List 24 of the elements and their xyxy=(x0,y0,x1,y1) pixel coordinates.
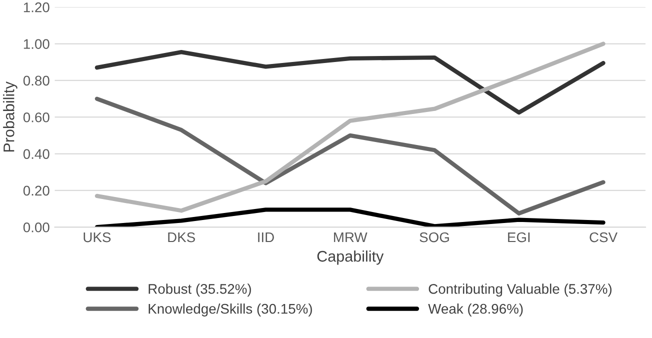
legend-label: Weak (28.96%) xyxy=(428,304,523,316)
legend-label: Robust (35.52%) xyxy=(148,284,251,297)
x-axis-title: Capability xyxy=(317,250,384,265)
x-tick-label: IID xyxy=(258,232,274,242)
x-tick-label: MRW xyxy=(334,232,368,242)
x-tick-label: UKS xyxy=(84,232,111,242)
y-axis-title: Probability xyxy=(3,81,18,152)
x-tick-label: EGI xyxy=(508,232,530,242)
line-series xyxy=(94,42,606,213)
y-tick-label: 0.40 xyxy=(23,149,50,159)
x-tick-label: SOG xyxy=(420,232,449,242)
x-tick-label: DKS xyxy=(168,232,195,242)
legend-label: Contributing Valuable (5.37%) xyxy=(428,284,612,297)
y-tick-label: 0.20 xyxy=(23,186,50,196)
y-tick-label: 0.60 xyxy=(23,112,50,122)
y-tick-label: 1.00 xyxy=(24,39,50,49)
y-tick-label: 0.00 xyxy=(23,222,50,232)
y-tick-label: 0.80 xyxy=(23,76,50,86)
x-tick-label: CSV xyxy=(590,232,618,242)
y-tick-label: 1.20 xyxy=(24,2,50,12)
legend-label: Knowledge/Skills (30.15%) xyxy=(148,304,312,316)
line-series xyxy=(94,50,606,115)
line-series xyxy=(94,96,606,216)
line-series xyxy=(94,208,606,228)
